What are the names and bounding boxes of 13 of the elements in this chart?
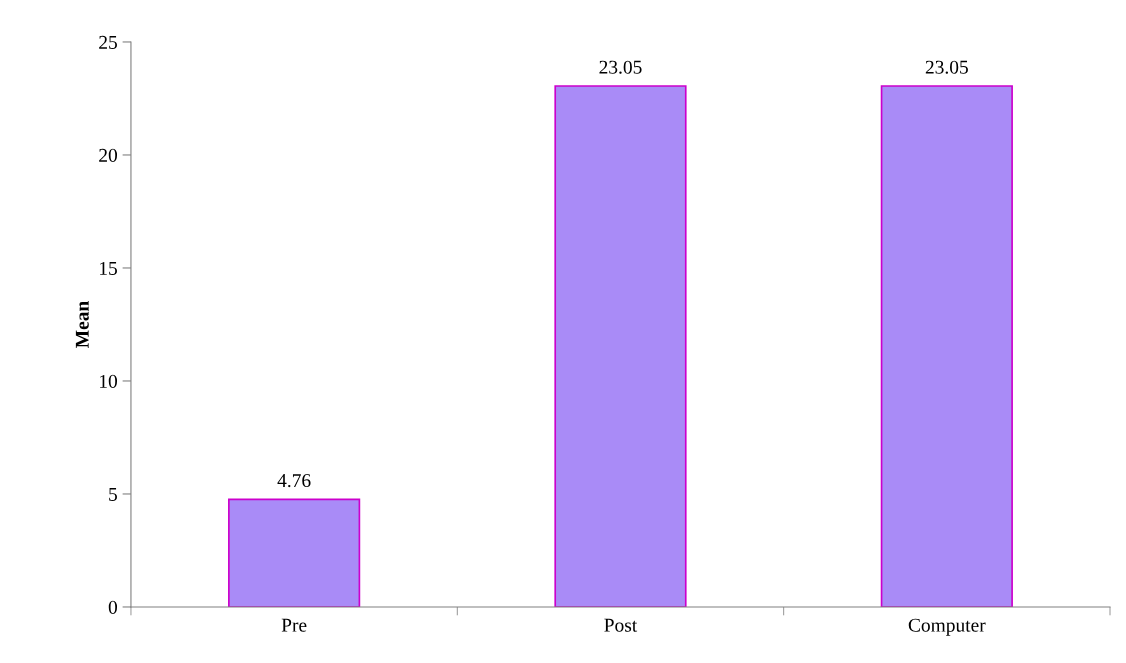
data-label: 4.76 xyxy=(277,474,311,488)
y-tick-label: 10 xyxy=(100,374,118,388)
x-tick-label: Pre xyxy=(281,618,307,632)
y-axis-title: Mean xyxy=(75,301,89,348)
y-tick-label: 15 xyxy=(100,261,117,275)
data-label: 23.05 xyxy=(925,60,968,74)
x-tick-label: Computer xyxy=(908,618,986,636)
x-tick-label: Post xyxy=(604,618,638,632)
y-tick-label: 5 xyxy=(109,487,117,501)
y-tick-label: 20 xyxy=(99,148,118,162)
data-label: 23.05 xyxy=(599,60,642,74)
y-tick-label: 0 xyxy=(108,600,118,614)
y-tick-label: 25 xyxy=(99,35,117,49)
